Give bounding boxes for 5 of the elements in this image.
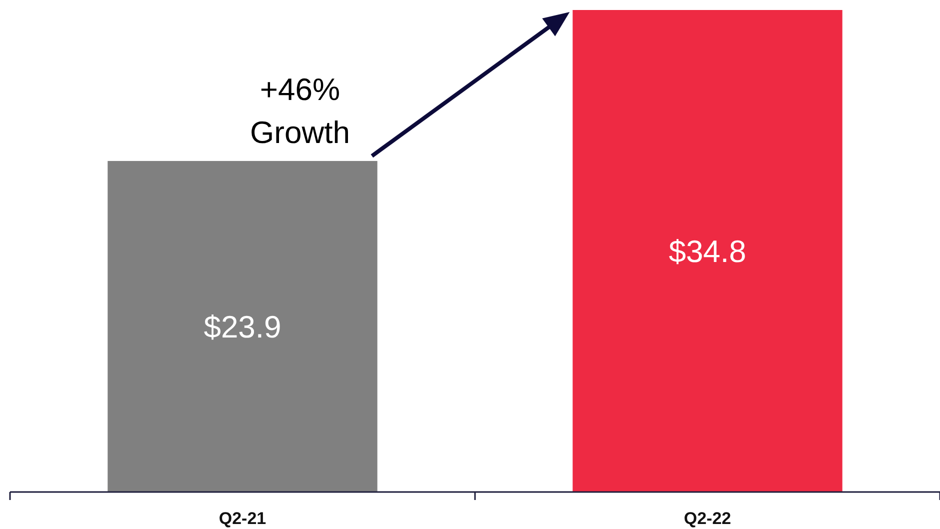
data-label: $23.9: [204, 309, 282, 344]
x-tick-label: Q2-22: [684, 509, 732, 528]
x-tick-label: Q2-21: [218, 509, 266, 528]
annotation: +46% Growth: [250, 72, 350, 150]
data-label: $34.8: [668, 234, 746, 269]
